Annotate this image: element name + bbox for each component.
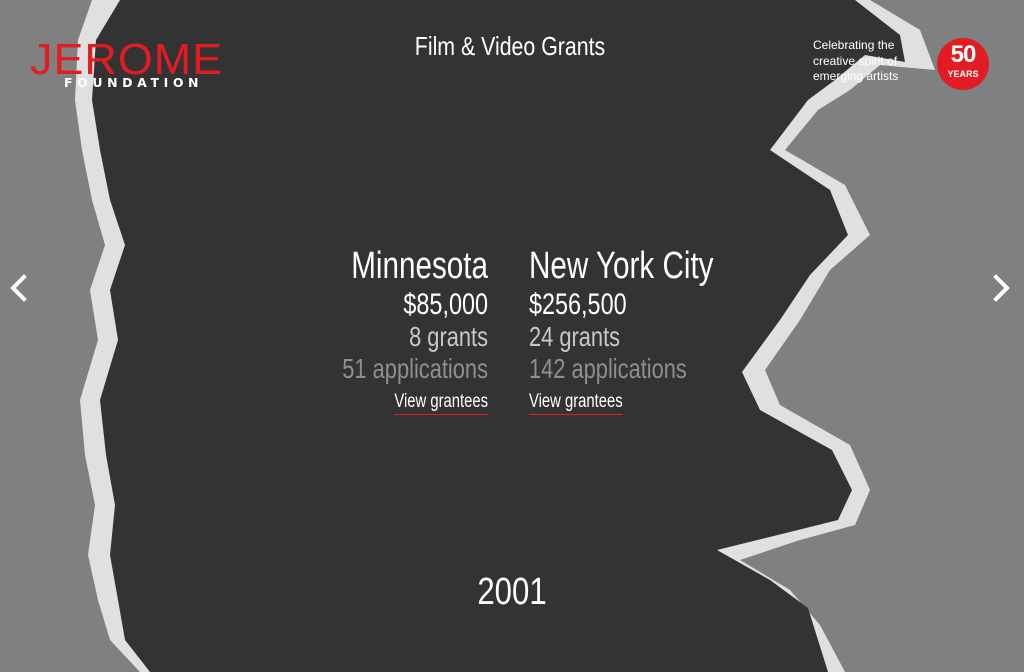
page-title: Film & Video Grants bbox=[414, 31, 606, 61]
jerome-foundation-logo[interactable]: JEROME FOUNDATION bbox=[30, 36, 230, 96]
region-name: Minnesota bbox=[351, 245, 488, 287]
region-name: New York City bbox=[529, 245, 714, 287]
chevron-right-icon bbox=[993, 274, 1010, 302]
previous-year-button[interactable] bbox=[2, 270, 38, 306]
grant-count: 8 grants bbox=[409, 321, 488, 352]
region-minnesota: Minnesota $85,000 8 grants 51 applicatio… bbox=[288, 244, 488, 415]
grant-count: 24 grants bbox=[529, 321, 621, 352]
tagline-line: creative spirit of bbox=[813, 53, 898, 68]
map-dark-shape bbox=[92, 0, 905, 672]
tagline-line: emerging artists bbox=[813, 69, 899, 83]
application-count: 51 applications bbox=[342, 353, 488, 384]
fifty-years-badge: 50 YEARS bbox=[937, 38, 989, 90]
view-grantees-link-new-york-city[interactable]: View grantees bbox=[529, 391, 623, 415]
logo-subtitle: FOUNDATION bbox=[64, 75, 204, 90]
application-count: 142 applications bbox=[529, 353, 687, 384]
logo-wordmark: JEROME bbox=[30, 35, 224, 84]
grant-amount: $85,000 bbox=[403, 288, 488, 321]
anniversary-tagline: Celebrating the creative spirit of emerg… bbox=[813, 38, 933, 85]
current-year: 2001 bbox=[477, 571, 547, 613]
badge-label: YEARS bbox=[947, 69, 979, 79]
view-grantees-link-minnesota[interactable]: View grantees bbox=[394, 391, 488, 415]
badge-number: 50 bbox=[950, 41, 977, 68]
grant-amount: $256,500 bbox=[529, 288, 627, 321]
region-new-york-city: New York City $256,500 24 grants 142 app… bbox=[529, 244, 769, 415]
next-year-button[interactable] bbox=[984, 270, 1020, 306]
tagline-line: Celebrating the bbox=[813, 38, 895, 52]
chevron-left-icon bbox=[10, 274, 27, 302]
